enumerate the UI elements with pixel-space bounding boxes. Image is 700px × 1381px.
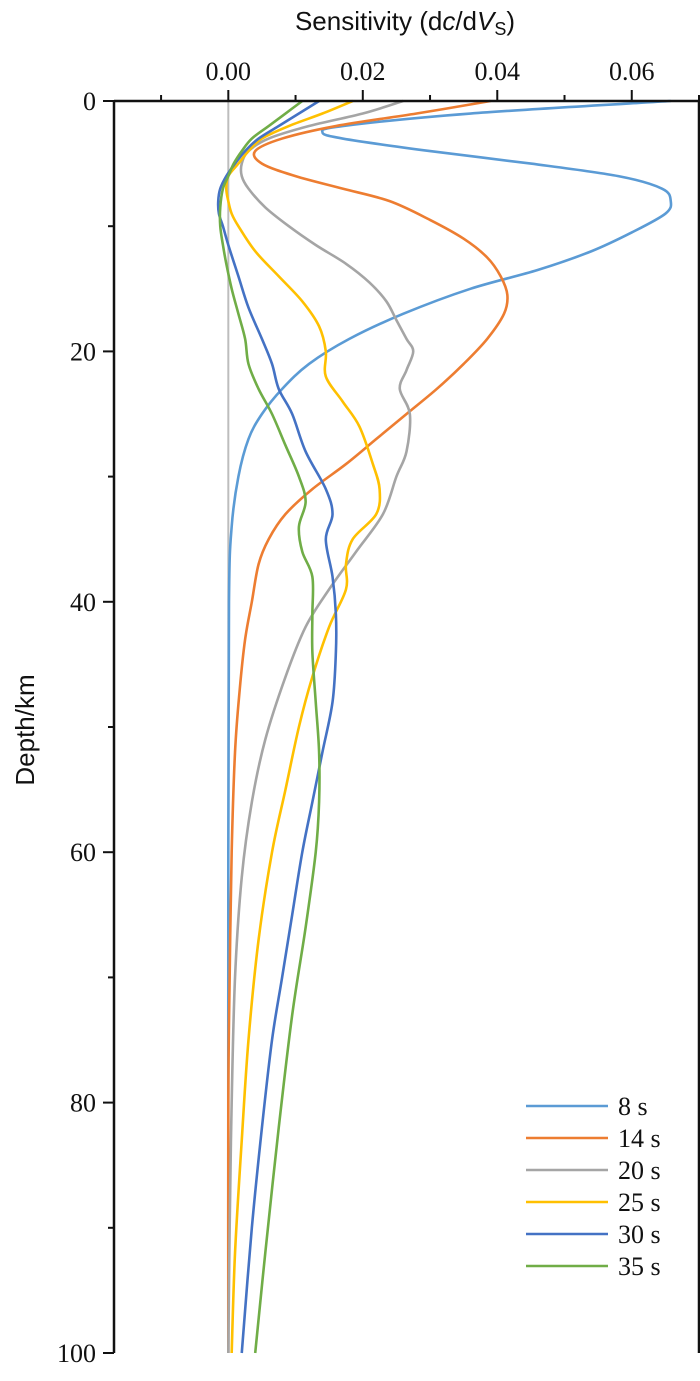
legend: 8 s 14 s 20 s 25 s 30 s 35 s: [526, 1092, 661, 1281]
y-tick-label: 80: [70, 1089, 96, 1118]
y-tick-label: 0: [83, 87, 96, 116]
axes-layer: [112, 99, 700, 1353]
series-layer: [216, 99, 673, 1354]
x-axis-title: Sensitivity (dc/dVS): [295, 6, 515, 39]
x-tick-label: 0.02: [340, 57, 386, 86]
series-line-30s: [216, 99, 338, 1354]
legend-label: 14 s: [618, 1124, 661, 1153]
series-line-25s: [224, 99, 382, 1354]
legend-label: 30 s: [618, 1220, 661, 1249]
x-tick-label: 0.04: [475, 57, 521, 86]
x-tick-label: 0.00: [206, 57, 252, 86]
y-tick-label: 40: [70, 588, 96, 617]
series-line-8s: [226, 99, 673, 1354]
legend-label: 35 s: [618, 1252, 661, 1281]
ticks-layer: 0.00 0.02 0.04 0.06 0 20 40 60 80 100: [57, 57, 700, 1368]
legend-label: 20 s: [618, 1156, 661, 1185]
y-axis-title: Depth/km: [10, 674, 40, 785]
legend-label: 8 s: [618, 1092, 648, 1121]
x-tick-label: 0.06: [609, 57, 655, 86]
y-tick-label: 100: [57, 1339, 96, 1368]
series-line-20s: [227, 99, 415, 1354]
series-line-35s: [218, 99, 321, 1354]
y-tick-label: 60: [70, 838, 96, 867]
series-line-14s: [226, 99, 509, 1354]
y-tick-label: 20: [70, 337, 96, 366]
legend-label: 25 s: [618, 1188, 661, 1217]
